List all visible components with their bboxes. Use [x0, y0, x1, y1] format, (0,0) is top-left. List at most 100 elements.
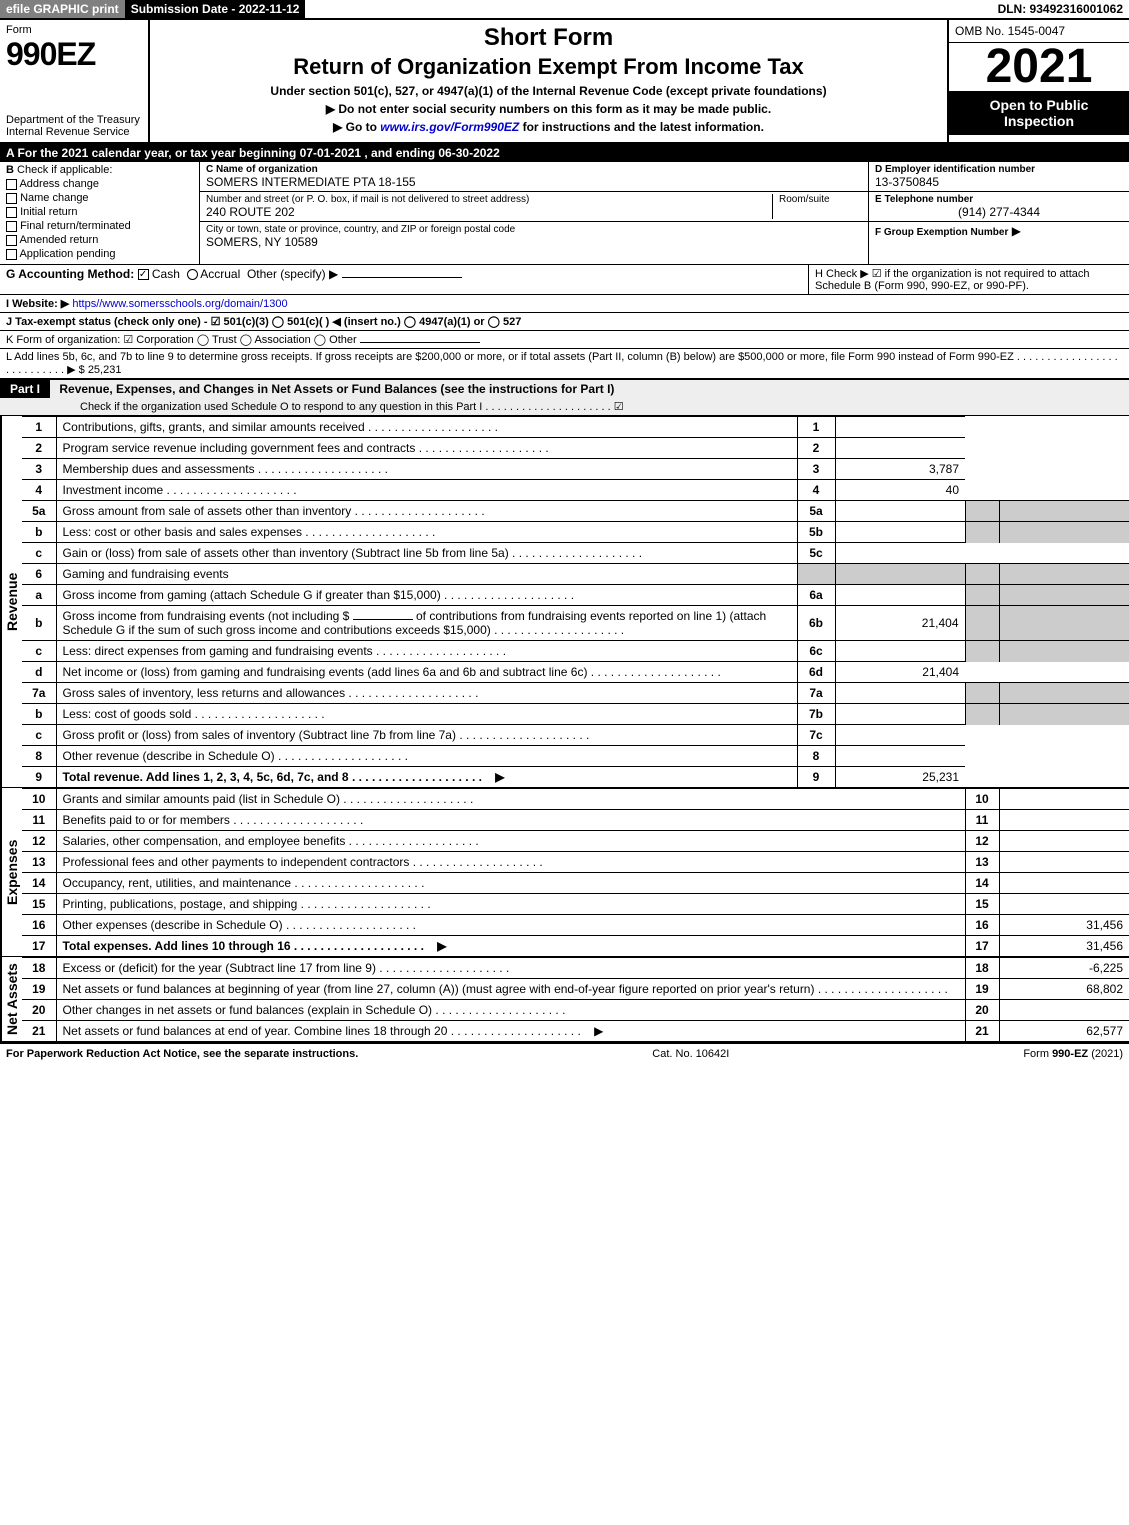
check-amended-return[interactable]	[6, 235, 17, 246]
line-box: 1	[797, 417, 835, 438]
part1-title: Revenue, Expenses, and Changes in Net As…	[53, 380, 620, 398]
website-link[interactable]: https//www.somersschools.org/domain/1300	[72, 298, 287, 310]
line-box-grey	[965, 585, 999, 606]
line-number: 4	[22, 480, 56, 501]
line-row: 15 Printing, publications, postage, and …	[22, 894, 1129, 915]
open-to-public: Open to Public Inspection	[949, 91, 1129, 135]
line-row: 1 Contributions, gifts, grants, and simi…	[22, 417, 1129, 438]
irs-link[interactable]: www.irs.gov/Form990EZ	[380, 120, 519, 134]
line-number: c	[22, 543, 56, 564]
line-box: 20	[965, 1000, 999, 1021]
check-initial-return[interactable]	[6, 207, 17, 218]
submission-date: Submission Date - 2022-11-12	[125, 0, 306, 18]
check-application-pending[interactable]	[6, 249, 17, 260]
radio-accrual[interactable]	[187, 269, 198, 280]
header-right: OMB No. 1545-0047 2021 Open to Public In…	[949, 20, 1129, 142]
line-sub-value	[835, 585, 965, 606]
form-word: Form	[6, 24, 142, 36]
check-name-change[interactable]	[6, 193, 17, 204]
ein-value: 13-3750845	[875, 175, 1123, 189]
header-mid: Short Form Return of Organization Exempt…	[150, 20, 949, 142]
section-c: C Name of organization SOMERS INTERMEDIA…	[200, 162, 869, 264]
line-row: 14 Occupancy, rent, utilities, and maint…	[22, 873, 1129, 894]
line-number: b	[22, 606, 56, 641]
check-final-return[interactable]	[6, 221, 17, 232]
section-a-band: A For the 2021 calendar year, or tax yea…	[0, 144, 1129, 162]
line-number: 18	[22, 958, 56, 979]
check-cash[interactable]: ✓	[138, 269, 149, 280]
line-row: 10 Grants and similar amounts paid (list…	[22, 789, 1129, 810]
cash-label: Cash	[152, 267, 180, 281]
line-desc: Total revenue. Add lines 1, 2, 3, 4, 5c,…	[56, 767, 797, 788]
line-row: 17 Total expenses. Add lines 10 through …	[22, 936, 1129, 957]
line-number: 10	[22, 789, 56, 810]
line-desc: Salaries, other compensation, and employ…	[56, 831, 965, 852]
check-item-3: Final return/terminated	[20, 220, 131, 232]
line-value: 31,456	[999, 936, 1129, 957]
city-label: City or town, state or province, country…	[206, 224, 862, 235]
line-box: 7c	[797, 725, 835, 746]
header-left: Form 990EZ Department of the Treasury In…	[0, 20, 150, 142]
line-desc: Total expenses. Add lines 10 through 16 …	[56, 936, 965, 957]
section-j: J Tax-exempt status (check only one) - ☑…	[0, 313, 1129, 331]
line-number: 5a	[22, 501, 56, 522]
line-desc: Net assets or fund balances at end of ye…	[56, 1021, 965, 1042]
line-sub-number: 6a	[797, 585, 835, 606]
section-i: I Website: ▶ https//www.somersschools.or…	[0, 295, 1129, 313]
c-name-label: C Name of organization	[206, 164, 862, 175]
line-desc: Gross income from fundraising events (no…	[56, 606, 797, 641]
expenses-vlabel: Expenses	[0, 788, 22, 956]
line-box: 14	[965, 873, 999, 894]
line-number: 6	[22, 564, 56, 585]
line-sub-number: 7b	[797, 704, 835, 725]
line-row: 4 Investment income 4 40	[22, 480, 1129, 501]
line-sub-value	[835, 501, 965, 522]
line-box: 21	[965, 1021, 999, 1042]
line-box: 6d	[797, 662, 835, 683]
line-value-grey	[999, 683, 1129, 704]
line-desc: Net income or (loss) from gaming and fun…	[56, 662, 797, 683]
line-box-grey	[965, 501, 999, 522]
line-sub-value	[835, 704, 965, 725]
line-desc: Contributions, gifts, grants, and simila…	[56, 417, 797, 438]
line-box: 3	[797, 459, 835, 480]
line-number: b	[22, 704, 56, 725]
k-other-field[interactable]	[360, 342, 480, 343]
expenses-section: Expenses 10 Grants and similar amounts p…	[0, 788, 1129, 957]
line-desc: Other changes in net assets or fund bala…	[56, 1000, 965, 1021]
line-desc: Grants and similar amounts paid (list in…	[56, 789, 965, 810]
check-item-2: Initial return	[20, 206, 77, 218]
line-value: 40	[835, 480, 965, 501]
f-arrow: ▶	[1012, 224, 1021, 238]
line-row: 3 Membership dues and assessments 3 3,78…	[22, 459, 1129, 480]
efile-label: efile GRAPHIC print	[0, 0, 125, 18]
footer-right: Form 990-EZ (2021)	[1023, 1048, 1123, 1060]
line-value-grey	[999, 522, 1129, 543]
line-desc: Gross sales of inventory, less returns a…	[56, 683, 797, 704]
check-if-label: Check if applicable:	[17, 164, 112, 176]
part1-header: Part I Revenue, Expenses, and Changes in…	[0, 379, 1129, 416]
line-number: 9	[22, 767, 56, 788]
other-specify-field[interactable]	[342, 277, 462, 278]
netassets-vlabel: Net Assets	[0, 957, 22, 1041]
check-item-4: Amended return	[19, 234, 98, 246]
line-desc: Less: cost of goods sold	[56, 704, 797, 725]
line-sub-number: 6c	[797, 641, 835, 662]
line-row: 21 Net assets or fund balances at end of…	[22, 1021, 1129, 1042]
check-address-change[interactable]	[6, 179, 17, 190]
line-sub-value: 21,404	[835, 606, 965, 641]
line-number: 17	[22, 936, 56, 957]
line-desc: Printing, publications, postage, and shi…	[56, 894, 965, 915]
line-value	[835, 725, 965, 746]
b-label: B	[6, 164, 14, 176]
line-row: b Less: cost of goods sold 7b	[22, 704, 1129, 725]
line-value: 3,787	[835, 459, 965, 480]
line-desc: Program service revenue including govern…	[56, 438, 797, 459]
line-desc: Membership dues and assessments	[56, 459, 797, 480]
line-sub-number: 7a	[797, 683, 835, 704]
line-value	[999, 894, 1129, 915]
line-number: a	[22, 585, 56, 606]
top-bar: efile GRAPHIC print Submission Date - 20…	[0, 0, 1129, 20]
line-box: 13	[965, 852, 999, 873]
line-row: c Gain or (loss) from sale of assets oth…	[22, 543, 1129, 564]
